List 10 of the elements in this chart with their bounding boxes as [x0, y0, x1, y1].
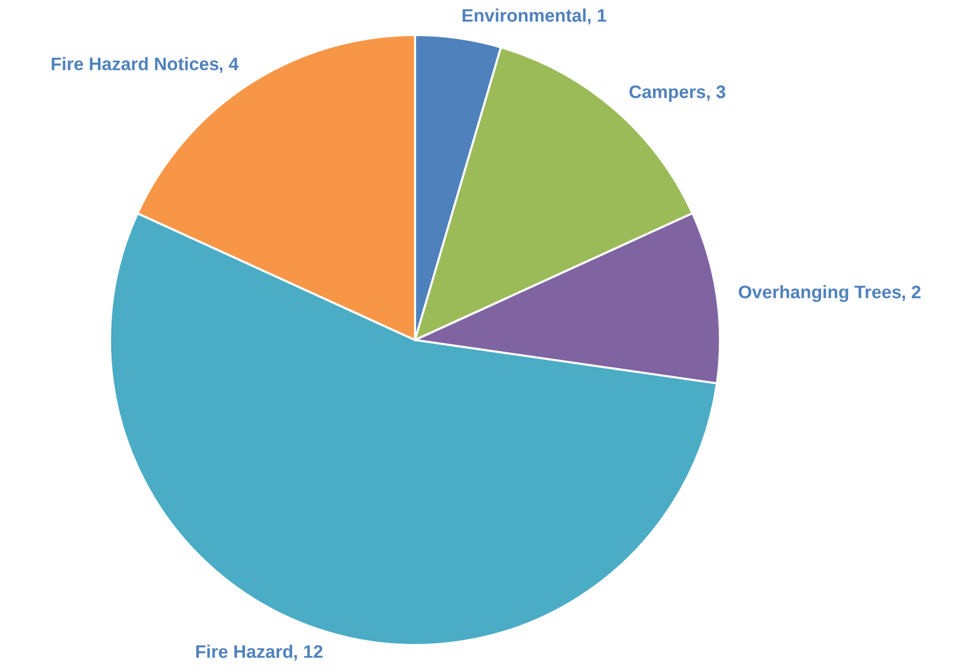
data-label: , 12 — [294, 645, 322, 661]
data-label: , 1 — [588, 9, 606, 24]
slice-label: Overhanging Trees — [738, 285, 901, 302]
slice-label: Campers — [629, 85, 706, 102]
data-label: , 2 — [902, 286, 921, 302]
slice-label: Fire Hazard Notices — [52, 57, 218, 70]
data-label: , 3 — [707, 85, 726, 101]
slice-label: Environmental — [462, 8, 586, 22]
slice-label: Fire Hazard — [196, 644, 292, 658]
data-label: , 4 — [220, 58, 239, 73]
